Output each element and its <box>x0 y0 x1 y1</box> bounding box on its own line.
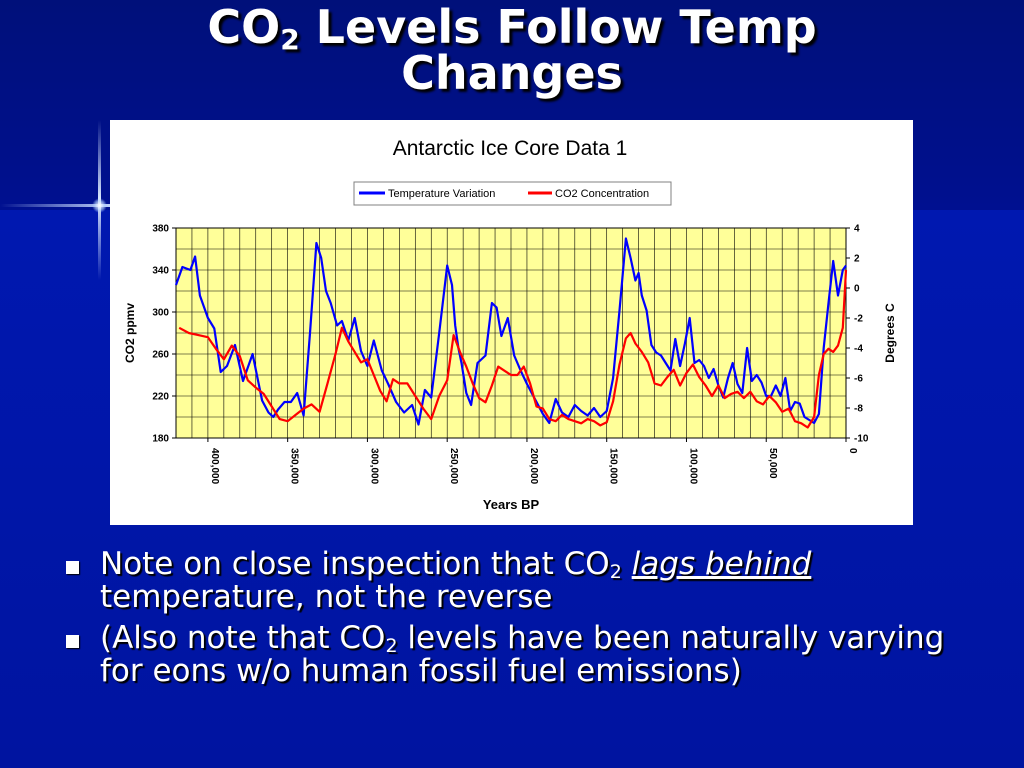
title-rest: Levels Follow Temp <box>299 0 817 54</box>
x-tick-label: 50,000 <box>767 448 778 479</box>
left-axis-ticks: 380 340 300 260 220 180 <box>152 224 176 445</box>
chart-title: Antarctic Ice Core Data 1 <box>393 137 628 160</box>
right-tick-label: 0 <box>854 284 860 295</box>
right-tick-label: 4 <box>854 224 860 235</box>
right-tick-label: -2 <box>854 314 863 325</box>
left-tick-label: 260 <box>152 350 169 361</box>
slide-title-line-2: Changes <box>401 46 623 100</box>
bullet-square-icon <box>66 635 79 648</box>
legend-label-temperature: Temperature Variation <box>388 188 495 200</box>
right-tick-label: -10 <box>854 434 869 445</box>
right-tick-label: -8 <box>854 404 863 415</box>
right-tick-label: -4 <box>854 344 863 355</box>
x-tick-label: 0 <box>847 448 858 454</box>
bullet-list: Note on close inspection that CO2 lags b… <box>64 548 994 696</box>
left-tick-label: 380 <box>152 224 169 235</box>
bullet-2-text-end: levels have been naturally varying for e… <box>100 620 945 689</box>
decorative-glow-star <box>92 198 107 213</box>
bullet-2-subscript: 2 <box>385 635 398 657</box>
bullet-square-icon <box>66 561 79 574</box>
bullet-1-text-end: temperature, not the reverse <box>100 579 553 615</box>
x-tick-label: 100,000 <box>687 448 698 485</box>
bullet-item-lags-behind: Note on close inspection that CO2 lags b… <box>64 548 994 614</box>
x-tick-label: 350,000 <box>289 448 300 485</box>
x-tick-label: 400,000 <box>209 448 220 485</box>
bullet-1-subscript: 2 <box>609 561 622 583</box>
series-lines <box>174 237 848 429</box>
left-tick-label: 340 <box>152 266 169 277</box>
right-tick-label: -6 <box>854 374 863 385</box>
y-axis-left-label: CO2 ppmv <box>123 303 137 363</box>
right-tick-label: 2 <box>854 254 860 265</box>
x-tick-label: 250,000 <box>448 448 459 485</box>
bullet-2-text-start: (Also note that CO <box>100 620 386 656</box>
legend-label-co2: CO2 Concentration <box>555 188 649 200</box>
decorative-glow-horizontal <box>0 204 110 207</box>
ice-core-chart: Antarctic Ice Core Data 1 Temperature Va… <box>123 137 897 512</box>
left-tick-label: 300 <box>152 308 169 319</box>
slide-title-line-1: CO2 Levels Follow Temp <box>0 4 1024 54</box>
x-axis-label: Years BP <box>483 497 540 512</box>
x-tick-label: 300,000 <box>368 448 379 485</box>
legend-box <box>353 181 672 206</box>
y-axis-right-label: Degrees C <box>883 303 897 363</box>
bullet-item-natural-variation: (Also note that CO2 levels have been nat… <box>64 622 994 688</box>
title-co: CO <box>207 0 281 54</box>
x-tick-label: 150,000 <box>608 448 619 485</box>
x-axis-ticks: 400,000 350,000 300,000 250,000 200,000 150,0… <box>207 438 858 485</box>
right-axis-ticks: 4 2 0 -2 -4 -6 -8 -10 <box>846 224 869 445</box>
left-tick-label: 180 <box>152 434 169 445</box>
bullet-1-emphasis: lags behind <box>631 546 812 582</box>
x-tick-label: 200,000 <box>528 448 539 485</box>
bullet-1-spacer <box>622 546 632 582</box>
temperature-series-line <box>174 237 847 426</box>
co2-series-line <box>178 269 848 429</box>
title-subscript: 2 <box>280 23 300 56</box>
left-tick-label: 220 <box>152 392 169 403</box>
chart-panel: Antarctic Ice Core Data 1 Temperature Va… <box>110 120 913 525</box>
bullet-1-text-start: Note on close inspection that CO <box>100 546 610 582</box>
slide-title: CO2 Levels Follow Temp Changes <box>0 4 1024 96</box>
